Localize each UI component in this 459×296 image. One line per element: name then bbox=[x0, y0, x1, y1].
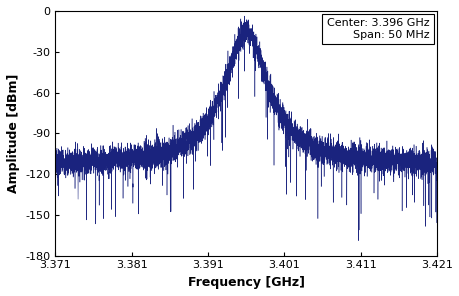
X-axis label: Frequency [GHz]: Frequency [GHz] bbox=[187, 276, 304, 289]
Text: Center: 3.396 GHz
Span: 50 MHz: Center: 3.396 GHz Span: 50 MHz bbox=[326, 18, 429, 40]
Y-axis label: Amplitude [dBm]: Amplitude [dBm] bbox=[7, 74, 20, 193]
